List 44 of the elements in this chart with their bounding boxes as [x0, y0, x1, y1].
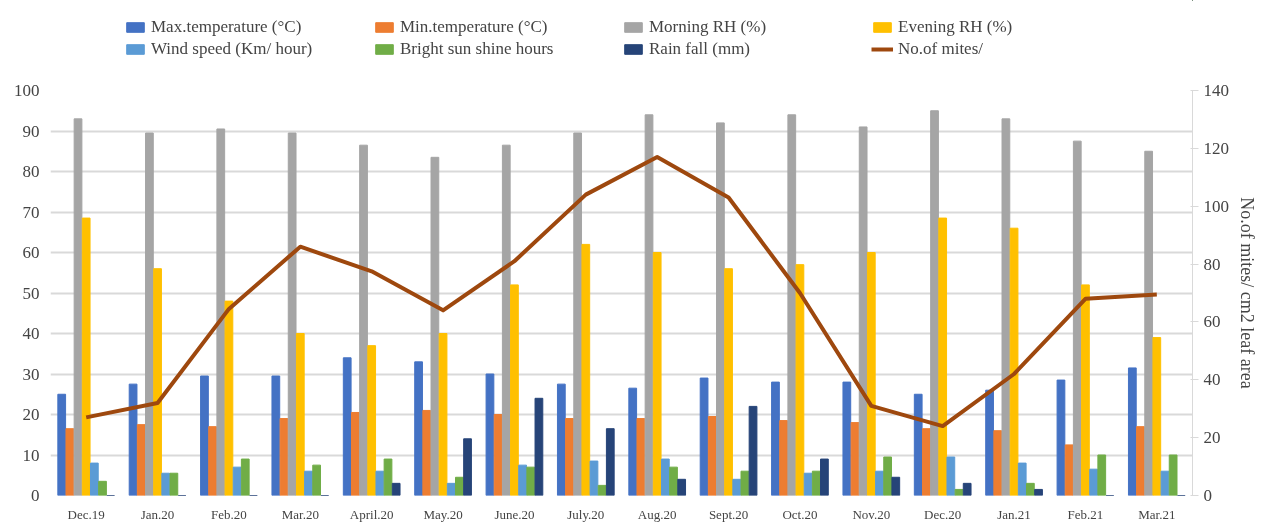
- legend-label: No.of mites/: [898, 38, 984, 59]
- legend-label: Rain fall (mm): [649, 38, 752, 59]
- x-tick-label: Feb.20: [211, 506, 247, 522]
- y2-tick-label: 80: [1203, 254, 1221, 274]
- legend-label: Bright sun shine hours: [400, 38, 555, 59]
- x-tick-label: Jan.20: [140, 506, 175, 522]
- x-tick-label: Jan.21: [997, 506, 1031, 522]
- y2-tick-label: 100: [1203, 196, 1229, 216]
- legend-label: Min.temperature (°C): [400, 16, 549, 37]
- x-tick-label: May.20: [423, 506, 463, 522]
- y-tick-label: 30: [22, 364, 40, 384]
- y-tick-label: 90: [22, 121, 40, 141]
- y2-axis-title: No.of mites/ cm2 leaf area: [1237, 197, 1257, 389]
- x-tick-label: Mar.20: [281, 506, 319, 522]
- y-tick-label: 40: [22, 324, 40, 343]
- legend-label: Evening RH (%): [898, 16, 1014, 37]
- legend-label: Wind speed (Km/ hour): [151, 38, 314, 59]
- x-tick-label: April.20: [349, 506, 394, 522]
- y-tick-label: 20: [22, 405, 40, 424]
- y-tick-label: 70: [22, 202, 40, 222]
- x-tick-label: Oct.20: [782, 506, 818, 522]
- y2-tick-label: 140: [1203, 81, 1229, 100]
- x-tick-label: July.20: [567, 506, 605, 522]
- y2-tick-label: 40: [1203, 370, 1221, 390]
- y-tick-label: 50: [22, 283, 40, 303]
- y-tick-label: 60: [22, 243, 40, 262]
- x-tick-label: Mar.21: [1138, 506, 1176, 522]
- legend-label: Morning RH (%): [649, 16, 768, 37]
- x-tick-label: Dec.20: [924, 506, 962, 522]
- y-tick-label: 10: [22, 445, 40, 465]
- y-tick-label: 80: [22, 162, 40, 181]
- y2-tick-label: 60: [1203, 312, 1221, 332]
- y-tick-label: 0: [31, 486, 40, 505]
- x-tick-label: Nov.20: [852, 506, 891, 522]
- y2-tick-label: 0: [1203, 486, 1212, 505]
- x-tick-label: Aug.20: [637, 506, 677, 522]
- legend-label: Max.temperature (°C): [151, 16, 303, 37]
- x-tick-label: June.20: [494, 506, 535, 522]
- x-tick-label: Dec.19: [67, 506, 105, 522]
- x-tick-label: Feb.21: [1067, 506, 1104, 522]
- x-tick-label: Sept.20: [708, 506, 749, 522]
- y-tick-label: 100: [14, 81, 40, 100]
- y2-tick-label: 120: [1203, 138, 1229, 158]
- y2-tick-label: 20: [1203, 428, 1221, 448]
